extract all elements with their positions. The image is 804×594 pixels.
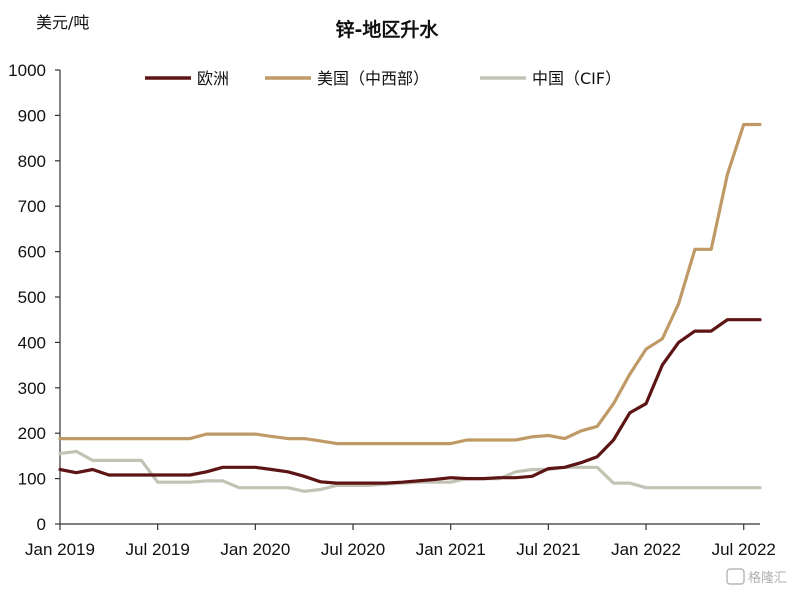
legend-label: 美国（中西部） bbox=[317, 69, 429, 88]
chart-title: 锌-地区升水 bbox=[336, 18, 440, 41]
x-tick-label: Jul 2020 bbox=[321, 540, 385, 559]
y-tick-label: 1000 bbox=[8, 61, 46, 80]
y-tick-label: 900 bbox=[18, 106, 46, 125]
x-axis: Jan 2019 Jul 2019 Jan 2020 Jul 2020 Jan 2021… bbox=[25, 523, 776, 559]
y-tick-label: 100 bbox=[18, 470, 46, 489]
series-line-3 bbox=[58, 449, 762, 493]
chart-legend: 欧洲 美国（中西部） 中国（CIF） bbox=[145, 69, 621, 88]
x-tick-label: Jul 2021 bbox=[516, 540, 580, 559]
x-tick-label: Jul 2019 bbox=[126, 540, 190, 559]
series-line-2 bbox=[58, 122, 762, 446]
y-tick-label: 300 bbox=[18, 379, 46, 398]
y-axis: 0 100 200 300 400 500 600 700 800 900 1000 bbox=[8, 61, 61, 534]
x-tick-label: Jan 2019 bbox=[25, 540, 95, 559]
x-tick-label: Jan 2020 bbox=[220, 540, 290, 559]
y-tick-label: 700 bbox=[18, 197, 46, 216]
y-tick-label: 800 bbox=[18, 152, 46, 171]
watermark: 格隆汇 bbox=[726, 568, 787, 586]
y-tick-label: 400 bbox=[18, 333, 46, 352]
series-line-1 bbox=[58, 318, 762, 485]
x-tick-label: Jan 2021 bbox=[416, 540, 486, 559]
watermark-text: 格隆汇 bbox=[748, 570, 787, 586]
plot-area bbox=[58, 122, 762, 493]
watermark-logo-icon bbox=[726, 568, 745, 585]
x-tick-label: Jan 2022 bbox=[611, 540, 681, 559]
y-tick-label: 500 bbox=[18, 288, 46, 307]
y-tick-label: 600 bbox=[18, 243, 46, 262]
legend-label: 中国（CIF） bbox=[532, 69, 621, 88]
legend-label: 欧洲 bbox=[197, 69, 229, 88]
x-tick-label: Jul 2022 bbox=[712, 540, 776, 559]
y-tick-label: 0 bbox=[37, 515, 46, 534]
y-tick-label: 200 bbox=[18, 424, 46, 443]
y-axis-unit-label: 美元/吨 bbox=[36, 13, 89, 32]
